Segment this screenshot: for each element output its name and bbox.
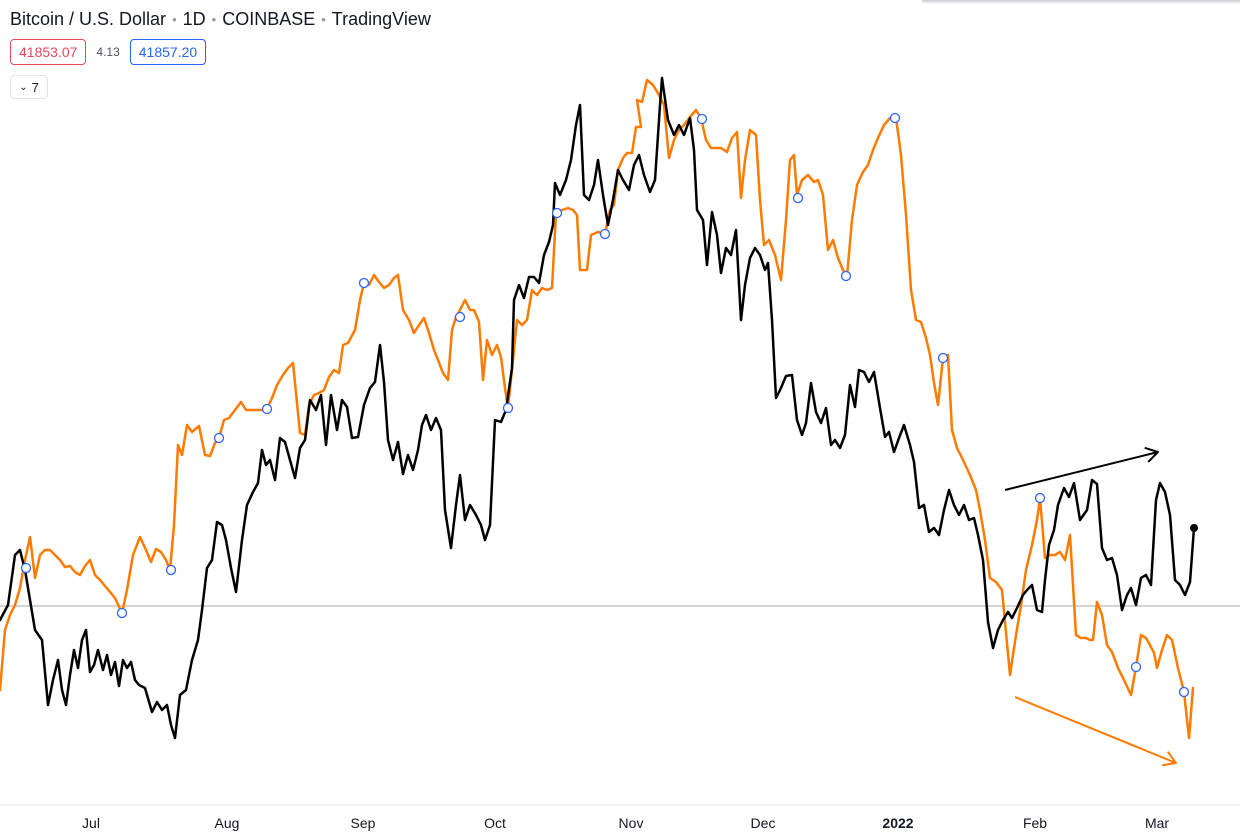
x-tick-label: Aug xyxy=(215,815,240,831)
x-tick-label: Oct xyxy=(484,815,506,831)
pivot-marker xyxy=(1178,686,1190,698)
pivot-marker xyxy=(502,402,514,414)
chevron-down-icon: ⌄ xyxy=(19,81,28,93)
separator-dot: • xyxy=(321,11,326,27)
x-tick-label: 2022 xyxy=(882,815,913,831)
pivot-marker xyxy=(599,228,611,240)
x-tick-label: Mar xyxy=(1145,815,1169,831)
pivot-marker xyxy=(792,192,804,204)
indicator-line xyxy=(0,78,1195,740)
pivot-marker xyxy=(551,207,563,219)
interval[interactable]: 1D xyxy=(182,8,206,29)
indicators-collapse-button[interactable]: ⌄ 7 xyxy=(10,75,48,99)
pivot-marker xyxy=(454,311,466,323)
separator-dot: • xyxy=(211,11,217,27)
separator-dot: • xyxy=(172,11,177,27)
pivot-marker xyxy=(937,352,949,364)
top-shadow xyxy=(922,0,1240,4)
ask-price[interactable]: 41857.20 xyxy=(129,39,207,65)
x-tick-label: Feb xyxy=(1023,815,1047,831)
pivot-markers xyxy=(20,112,1190,698)
x-tick-label: Dec xyxy=(751,815,776,831)
price-line xyxy=(0,76,1196,740)
x-tick-label: Sep xyxy=(351,815,376,831)
last-price-dot xyxy=(1190,524,1198,532)
time-axis: Jul Aug Sep Oct Nov Dec 2022 Feb Mar xyxy=(82,815,1169,831)
trend-arrows xyxy=(1004,446,1177,767)
pivot-marker xyxy=(20,562,32,574)
pivot-marker xyxy=(261,403,273,415)
symbol-name[interactable]: Bitcoin / U.S. Dollar xyxy=(10,8,167,29)
bid-price[interactable]: 41853.07 xyxy=(10,39,87,65)
x-tick-label: Jul xyxy=(82,815,100,831)
pivot-marker xyxy=(165,564,177,576)
spread-value: 4.13 xyxy=(96,45,120,59)
pivot-marker xyxy=(1034,492,1046,504)
pivot-marker xyxy=(1130,661,1142,673)
pivot-marker xyxy=(889,112,901,124)
pivot-marker xyxy=(213,432,225,444)
chart-legend: Bitcoin / U.S. Dollar • 1D • COINBASE • … xyxy=(10,8,431,99)
exchange: COINBASE xyxy=(222,8,316,29)
provider: TradingView xyxy=(331,8,431,29)
price-trend-arrow[interactable] xyxy=(1004,446,1159,491)
pivot-marker xyxy=(358,277,370,289)
x-tick-label: Nov xyxy=(619,815,644,831)
symbol-title[interactable]: Bitcoin / U.S. Dollar • 1D • COINBASE • … xyxy=(10,8,431,30)
pivot-marker xyxy=(696,113,708,125)
pivot-marker xyxy=(116,607,128,619)
pivot-marker xyxy=(840,270,852,282)
indicator-trend-arrow[interactable] xyxy=(1014,696,1177,767)
indicator-count: 7 xyxy=(31,79,39,95)
bid-ask-row: 41853.07 4.13 41857.20 xyxy=(10,39,431,65)
